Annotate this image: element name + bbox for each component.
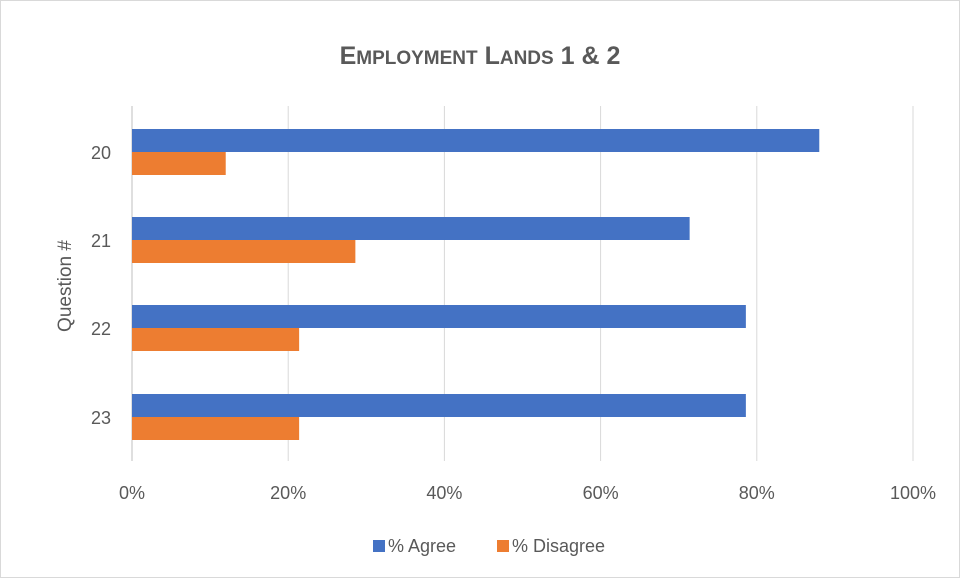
x-tick-label: 0% (119, 483, 145, 503)
legend-swatch-disagree (497, 540, 509, 552)
legend-swatch-agree (373, 540, 385, 552)
bar-agree (132, 305, 746, 328)
x-tick-label: 80% (739, 483, 775, 503)
bar-agree (132, 394, 746, 417)
bars (132, 129, 820, 440)
x-tick-label: 100% (890, 483, 936, 503)
y-axis-ticks: 20 21 22 23 (91, 143, 111, 428)
x-axis-ticks: 0% 20% 40% 60% 80% 100% (119, 483, 936, 503)
bar-disagree (132, 240, 356, 263)
x-tick-label: 60% (583, 483, 619, 503)
legend-label-agree: % Agree (388, 536, 456, 556)
chart-title: EMPLOYMENT LANDS 1 & 2 (340, 42, 621, 70)
y-tick-label: 23 (91, 408, 111, 428)
y-axis-title: Question # (55, 240, 76, 332)
bar-agree (132, 217, 690, 240)
y-tick-label: 21 (91, 231, 111, 251)
bar-agree (132, 129, 820, 152)
y-tick-label: 22 (91, 319, 111, 339)
legend: % Agree % Disagree (373, 536, 605, 556)
y-tick-label: 20 (91, 143, 111, 163)
bar-disagree (132, 152, 226, 175)
bar-disagree (132, 328, 300, 351)
x-tick-label: 40% (426, 483, 462, 503)
legend-label-disagree: % Disagree (512, 536, 605, 556)
x-tick-label: 20% (270, 483, 306, 503)
bar-disagree (132, 417, 300, 440)
